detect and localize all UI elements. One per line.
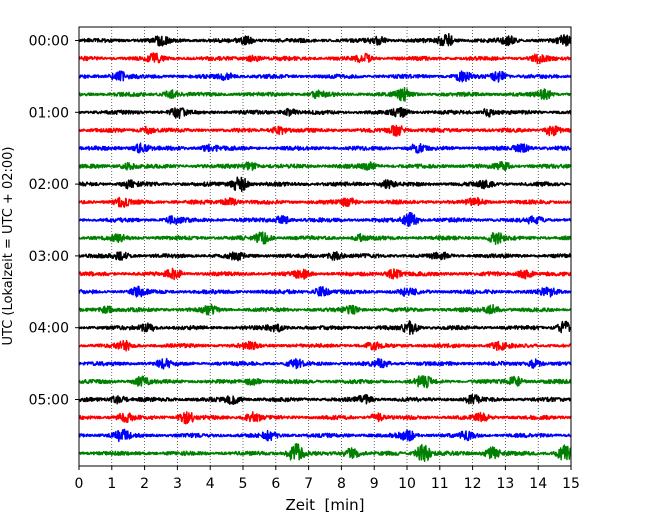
seismogram-trace [78, 86, 572, 102]
seismogram-trace [78, 231, 572, 246]
x-tick-label: 8 [337, 476, 346, 492]
seismogram-trace [78, 375, 572, 389]
seismogram-trace [78, 442, 572, 463]
x-axis-ticks: 0 1 2 3 4 5 6 7 8 9 10 11 12 13 14 15 [75, 466, 580, 492]
x-tick-label: 10 [398, 476, 416, 492]
seismogram-trace [78, 339, 572, 352]
y-tick-label: 00:00 [29, 34, 69, 50]
x-tick-label: 5 [239, 476, 248, 492]
x-axis-label: Zeit [min] [285, 496, 364, 514]
x-tick-label: 13 [496, 476, 514, 492]
x-tick-label: 2 [140, 476, 149, 492]
seismogram-trace [78, 33, 572, 47]
x-tick-label: 6 [271, 476, 280, 492]
x-tick-label: 9 [370, 476, 379, 492]
x-tick-label: 1 [107, 476, 116, 492]
seismogram-trace [78, 52, 572, 65]
seismogram-traces [78, 33, 572, 463]
seismogram-trace [78, 320, 572, 336]
seismogram-trace [78, 70, 572, 83]
seismogram-trace [78, 176, 572, 193]
seismogram-trace [78, 357, 572, 370]
y-axis-label: UTC (Lokalzeit = UTC + 02:00) [1, 147, 16, 346]
x-tick-label: 15 [562, 476, 580, 492]
x-tick-label: 12 [464, 476, 482, 492]
y-axis-ticks: 00:00 01:00 02:00 03:00 04:00 05:00 [29, 34, 79, 409]
seismogram-trace [78, 428, 572, 443]
seismogram-trace [78, 393, 572, 405]
seismogram-trace [78, 411, 572, 425]
seismogram-trace [78, 142, 572, 154]
seismogram-trace [78, 106, 572, 120]
y-tick-label: 05:00 [29, 393, 69, 409]
seismogram-trace [78, 196, 572, 208]
seismogram-trace [78, 124, 572, 137]
seismogram-trace [78, 251, 572, 262]
x-tick-label: 3 [173, 476, 182, 492]
x-tick-label: 11 [431, 476, 449, 492]
y-tick-label: 02:00 [29, 177, 69, 193]
x-tick-label: 7 [304, 476, 313, 492]
x-tick-label: 0 [75, 476, 84, 492]
y-tick-label: 04:00 [29, 321, 69, 337]
vertical-gridlines [111, 27, 539, 466]
x-tick-label: 14 [529, 476, 547, 492]
seismogram-trace [78, 160, 572, 172]
y-tick-label: 03:00 [29, 249, 69, 265]
seismogram-trace [78, 267, 572, 281]
x-tick-label: 4 [206, 476, 215, 492]
plot-frame [78, 26, 572, 467]
seismogram-trace [78, 211, 572, 228]
seismogram-trace [78, 285, 572, 298]
y-tick-label: 01:00 [29, 105, 69, 121]
seismogram-trace [78, 303, 572, 316]
